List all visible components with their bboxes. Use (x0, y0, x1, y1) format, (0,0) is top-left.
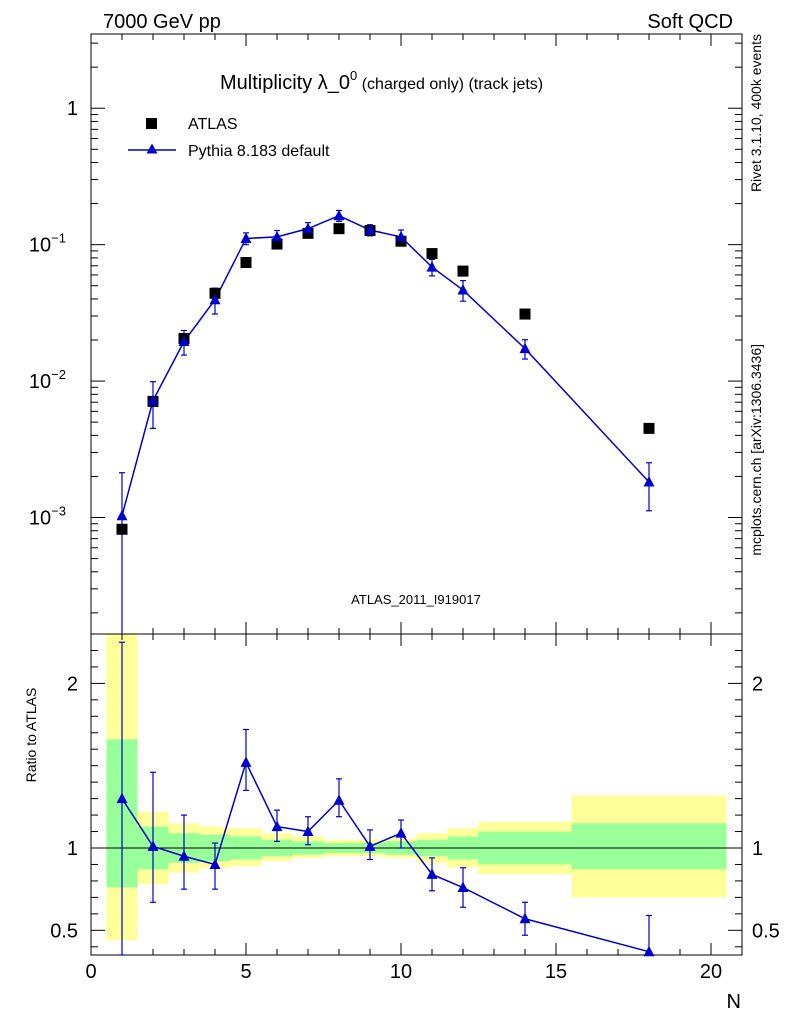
legend-atlas-label: ATLAS (188, 116, 238, 133)
legend-atlas-marker (146, 118, 157, 129)
mc-point-10 (395, 230, 407, 242)
ratio-point-1 (116, 792, 128, 804)
ratio-point-5 (240, 756, 252, 767)
rivet-version-label: Rivet 3.1.10, 400k events (748, 34, 764, 192)
mc-point-8 (333, 209, 345, 221)
mc-point-7 (302, 222, 314, 234)
y-tick-label-exp-4: −3 (51, 504, 66, 519)
atlas-point-1 (116, 523, 128, 535)
ratio-point-10 (395, 827, 407, 838)
chart-title: Multiplicity λ_00 (charged only) (track … (220, 68, 543, 94)
y-tick-label-base-1: 1 (67, 98, 78, 120)
mcplots-label: mcplots.cern.ch [arXiv:1306.3436] (748, 344, 764, 556)
x-tick-label-5: 5 (240, 961, 251, 983)
x-axis-label: N (727, 991, 741, 1013)
ratio-point-3 (178, 850, 190, 861)
atlas-point-5 (240, 256, 252, 268)
ratio-panel: 0 5 10 15 20 0.5 0.5 1 1 2 2 (50, 633, 780, 983)
ratio-series-line (121, 760, 650, 953)
y-tick-label-1: 1 (67, 98, 78, 120)
y-tick-label-exp-3: −2 (51, 367, 66, 382)
mc-point-3 (178, 335, 190, 347)
legend-pythia-marker (146, 143, 158, 154)
y-tick-label-2: 10−1 (29, 231, 66, 257)
chart-title-main: Multiplicity λ_0 (220, 72, 350, 94)
chart-title-sub: (charged only) (track jets) (357, 76, 543, 93)
mc-point-5 (240, 232, 252, 243)
atlas-point-4 (209, 287, 221, 299)
energy-label: 7000 GeV pp (103, 11, 221, 33)
y-tick-label-base-2: 10 (29, 235, 51, 257)
ratio-tick-label-2: 1 (67, 838, 78, 860)
x-tick-label-0: 0 (85, 961, 96, 983)
mc-point-2 (147, 394, 159, 406)
ratio-point-11 (426, 868, 438, 879)
ratio-point-14 (643, 945, 655, 957)
ratio-tick-label-right-3: 2 (752, 673, 763, 695)
ratio-tick-label-1: 0.5 (50, 920, 78, 942)
mc-series-line (121, 214, 650, 516)
analysis-watermark: ATLAS_2011_I919017 (351, 592, 481, 607)
atlas-point-7 (302, 227, 314, 239)
y-tick-label-exp-2: −1 (51, 231, 66, 246)
ratio-point-2 (147, 840, 159, 851)
mc-point-12 (457, 284, 469, 295)
atlas-point-6 (271, 238, 283, 250)
ratio-point-12 (457, 881, 469, 893)
ratio-point-4 (209, 858, 221, 869)
mc-point-13 (519, 342, 531, 354)
mc-point-1 (116, 509, 128, 521)
y-tick-label-base-4: 10 (29, 508, 51, 530)
atlas-point-12 (457, 265, 469, 277)
x-tick-label-15: 15 (545, 961, 567, 983)
mc-point-9 (364, 224, 376, 235)
chart-title-sup: 0 (350, 68, 357, 83)
ratio-ylabel: Ratio to ATLAS (23, 688, 39, 783)
legend-pythia-label: Pythia 8.183 default (188, 143, 330, 160)
ratio-point-8 (333, 794, 345, 805)
ratio-point-7 (302, 825, 314, 837)
ratio-point-13 (519, 912, 531, 924)
ratio-tick-label-right-1: 0.5 (752, 920, 780, 942)
y-tick-label-3: 10−2 (29, 367, 66, 393)
atlas-point-11 (426, 248, 438, 260)
ratio-point-9 (364, 840, 376, 851)
y-tick-label-4: 10−3 (29, 504, 66, 530)
ratio-tick-label-3: 2 (67, 673, 78, 695)
mc-point-14 (643, 476, 655, 487)
legend: ATLAS Pythia 8.183 default (128, 116, 330, 160)
ratio-band-inner-14 (571, 823, 727, 870)
ratio-uncertainty-bands (106, 634, 727, 941)
category-label: Soft QCD (647, 11, 733, 33)
y-tick-label-base-3: 10 (29, 371, 51, 393)
x-tick-label-20: 20 (700, 961, 722, 983)
atlas-point-13 (519, 308, 531, 320)
ratio-point-6 (271, 820, 283, 832)
atlas-point-14 (643, 422, 655, 434)
x-tick-label-10: 10 (390, 961, 412, 983)
mc-point-6 (271, 230, 283, 242)
ratio-tick-label-right-2: 1 (752, 838, 763, 860)
atlas-point-8 (333, 223, 345, 235)
main-panel: 110−110−210−3 (29, 33, 743, 635)
mc-point-4 (209, 293, 221, 305)
mc-point-11 (426, 261, 438, 272)
ratio-frame (90, 633, 743, 956)
